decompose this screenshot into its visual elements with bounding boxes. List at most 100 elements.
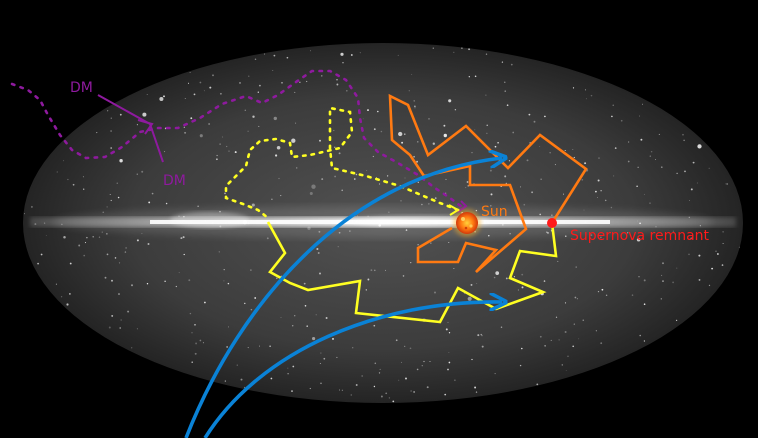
star	[259, 345, 260, 347]
star	[303, 282, 306, 285]
star	[354, 178, 356, 180]
star	[504, 175, 507, 178]
star	[397, 54, 399, 56]
star	[273, 54, 276, 57]
star	[228, 326, 229, 328]
star	[523, 203, 526, 206]
star	[86, 236, 88, 239]
star	[595, 190, 597, 193]
star	[194, 323, 196, 326]
star	[573, 156, 575, 159]
star	[23, 213, 25, 215]
star	[55, 283, 57, 285]
star	[118, 262, 121, 264]
star	[292, 365, 295, 368]
star	[366, 170, 368, 172]
star	[209, 86, 212, 89]
star	[385, 392, 388, 395]
star	[323, 357, 326, 360]
star	[37, 262, 39, 265]
star	[597, 290, 600, 293]
star	[600, 236, 602, 239]
star	[280, 195, 282, 197]
star	[136, 173, 139, 175]
star	[517, 289, 519, 291]
star	[352, 347, 354, 349]
star	[477, 334, 480, 337]
star	[573, 323, 575, 325]
star	[67, 178, 69, 181]
star	[276, 146, 281, 150]
star	[98, 236, 101, 238]
star	[117, 196, 120, 199]
dm-pointer-lower	[149, 123, 164, 163]
star	[66, 303, 69, 306]
star	[581, 178, 584, 181]
star	[247, 347, 249, 349]
star	[401, 141, 404, 144]
star	[175, 285, 177, 288]
star	[340, 52, 344, 56]
star	[227, 282, 230, 285]
star	[287, 373, 289, 375]
star	[601, 288, 604, 291]
star	[684, 170, 686, 173]
star	[146, 94, 148, 95]
star	[627, 160, 630, 163]
star	[675, 319, 678, 322]
star	[183, 126, 185, 129]
star	[319, 363, 321, 365]
star	[432, 142, 435, 145]
star	[286, 56, 289, 59]
star	[409, 347, 412, 350]
star	[355, 173, 358, 176]
star	[417, 181, 419, 184]
star	[111, 314, 114, 317]
star	[558, 339, 560, 341]
star	[413, 155, 415, 158]
star	[194, 352, 197, 355]
star	[350, 54, 353, 56]
star	[119, 327, 122, 329]
star	[299, 81, 301, 83]
star	[164, 280, 166, 283]
star	[136, 328, 138, 330]
star	[692, 161, 695, 164]
star	[533, 120, 536, 123]
star	[565, 370, 567, 371]
star	[350, 394, 352, 396]
star	[676, 267, 678, 269]
star	[402, 275, 405, 277]
star	[490, 193, 493, 196]
star	[317, 252, 320, 254]
star	[536, 383, 539, 386]
star	[116, 182, 118, 184]
star	[291, 390, 293, 393]
star	[83, 254, 85, 257]
star	[453, 51, 455, 53]
star	[373, 324, 376, 327]
star	[377, 110, 379, 113]
star	[388, 397, 391, 399]
star	[190, 117, 193, 120]
star	[266, 237, 269, 240]
star	[178, 272, 180, 274]
star	[110, 199, 112, 202]
star	[248, 75, 250, 77]
star	[244, 109, 247, 112]
star	[204, 301, 206, 304]
star	[572, 87, 575, 89]
star	[336, 356, 338, 358]
star	[661, 166, 663, 168]
star	[429, 361, 431, 363]
yellow-dotted-arrowhead	[448, 204, 460, 216]
star	[367, 109, 369, 112]
star	[370, 269, 373, 272]
star	[497, 141, 499, 144]
star	[421, 365, 423, 367]
star	[637, 166, 639, 168]
star	[660, 298, 662, 300]
star	[411, 73, 413, 75]
star	[414, 105, 416, 107]
star	[649, 202, 651, 204]
